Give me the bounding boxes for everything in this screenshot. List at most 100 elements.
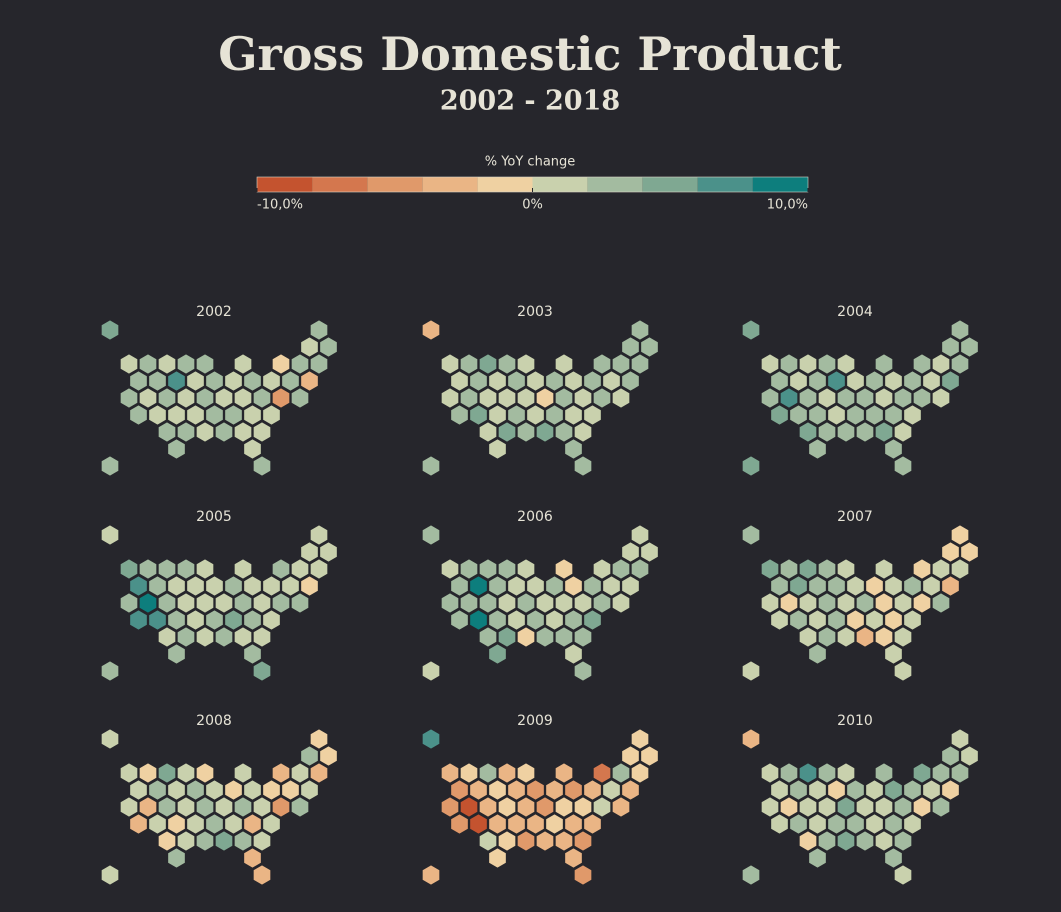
hex-tile bbox=[167, 575, 186, 597]
hex-tile bbox=[252, 864, 272, 886]
hex-tile bbox=[290, 762, 310, 784]
hex-tile bbox=[100, 524, 120, 546]
hex-tile bbox=[478, 626, 498, 648]
hex-tile bbox=[912, 387, 932, 409]
hex-tile bbox=[450, 575, 469, 597]
hex-tile bbox=[865, 779, 884, 801]
hex-tile bbox=[167, 609, 186, 631]
panel-title: 2008 bbox=[196, 713, 232, 729]
hex-tile bbox=[119, 558, 139, 580]
hex-tile bbox=[262, 370, 281, 392]
hex-tile bbox=[798, 762, 818, 784]
hex-tile bbox=[516, 387, 536, 409]
hex-tile bbox=[176, 626, 196, 648]
hex-tile bbox=[516, 592, 536, 614]
hex-tile bbox=[827, 575, 846, 597]
hex-tile bbox=[893, 864, 913, 886]
hex-tile bbox=[554, 762, 574, 784]
hex-tile bbox=[497, 353, 517, 375]
hex-tile bbox=[157, 796, 177, 818]
hex-tile bbox=[760, 592, 780, 614]
hex-tile bbox=[583, 575, 602, 597]
hex-tile bbox=[195, 421, 215, 443]
hex-tile bbox=[421, 728, 441, 750]
hex-tile bbox=[319, 336, 338, 358]
hex-tile bbox=[874, 592, 894, 614]
hex-tile bbox=[912, 558, 932, 580]
hex-tile bbox=[243, 609, 262, 631]
hex-tile bbox=[640, 541, 659, 563]
hex-tile bbox=[214, 626, 234, 648]
hex-tile bbox=[233, 558, 253, 580]
hex-tile bbox=[252, 387, 272, 409]
hex-tile bbox=[592, 592, 612, 614]
hex-tile bbox=[205, 404, 224, 426]
hex-tile bbox=[478, 387, 498, 409]
hex-tile bbox=[535, 626, 555, 648]
hex-tile bbox=[100, 455, 120, 477]
hex-tile bbox=[516, 353, 536, 375]
hex-tile bbox=[817, 626, 837, 648]
hex-tile bbox=[262, 813, 281, 835]
hex-tile bbox=[176, 762, 196, 784]
hex-tile bbox=[469, 575, 488, 597]
hex-tile bbox=[100, 728, 120, 750]
hex-tile bbox=[592, 353, 612, 375]
hex-tile bbox=[602, 575, 621, 597]
hex-tile bbox=[903, 404, 922, 426]
hex-tile bbox=[497, 796, 517, 818]
hex-tile bbox=[195, 387, 215, 409]
hex-tile bbox=[186, 813, 205, 835]
hex-tile bbox=[846, 575, 865, 597]
hex-tile bbox=[554, 796, 574, 818]
hex-tile bbox=[100, 864, 120, 886]
hex-tile bbox=[243, 813, 262, 835]
title: Gross Domestic Product bbox=[218, 27, 842, 81]
hex-tile bbox=[621, 541, 640, 563]
hex-tile bbox=[893, 421, 913, 443]
hex-tile bbox=[827, 370, 846, 392]
hex-tile bbox=[262, 779, 281, 801]
hex-tile bbox=[611, 762, 631, 784]
hex-tile bbox=[960, 541, 979, 563]
hex-tile bbox=[573, 455, 593, 477]
hex-tile bbox=[903, 370, 922, 392]
hex-tile bbox=[621, 575, 640, 597]
hex-tile bbox=[157, 387, 177, 409]
hex-tile bbox=[167, 643, 186, 665]
hex-tile bbox=[941, 370, 960, 392]
hex-tile bbox=[119, 762, 139, 784]
hex-tile bbox=[157, 353, 177, 375]
hex-tile bbox=[903, 609, 922, 631]
hex-tile bbox=[846, 609, 865, 631]
hex-tile bbox=[592, 558, 612, 580]
hex-tile bbox=[808, 575, 827, 597]
hex-tile bbox=[741, 660, 761, 682]
hex-tile bbox=[817, 762, 837, 784]
hex-tile bbox=[770, 575, 789, 597]
panel-title: 2002 bbox=[196, 304, 232, 320]
hex-tile bbox=[478, 558, 498, 580]
hex-tile bbox=[621, 370, 640, 392]
hex-tile bbox=[176, 592, 196, 614]
hex-tile bbox=[798, 387, 818, 409]
hex-tile bbox=[516, 762, 536, 784]
hex-tile bbox=[912, 796, 932, 818]
hex-tile bbox=[243, 575, 262, 597]
hex-tile bbox=[630, 728, 650, 750]
hex-tile bbox=[186, 779, 205, 801]
legend-swatch bbox=[312, 177, 368, 192]
hex-tile bbox=[148, 779, 167, 801]
hex-tile bbox=[526, 575, 545, 597]
hex-tile bbox=[884, 779, 903, 801]
hex-tile bbox=[779, 387, 799, 409]
hex-tile bbox=[157, 626, 177, 648]
hex-tile bbox=[545, 370, 564, 392]
hex-tile bbox=[271, 558, 291, 580]
hex-tile bbox=[440, 762, 460, 784]
hex-tile bbox=[903, 575, 922, 597]
legend-swatch bbox=[642, 177, 698, 192]
hex-tile bbox=[243, 847, 262, 869]
hex-tile bbox=[535, 387, 555, 409]
hex-tile bbox=[129, 779, 148, 801]
